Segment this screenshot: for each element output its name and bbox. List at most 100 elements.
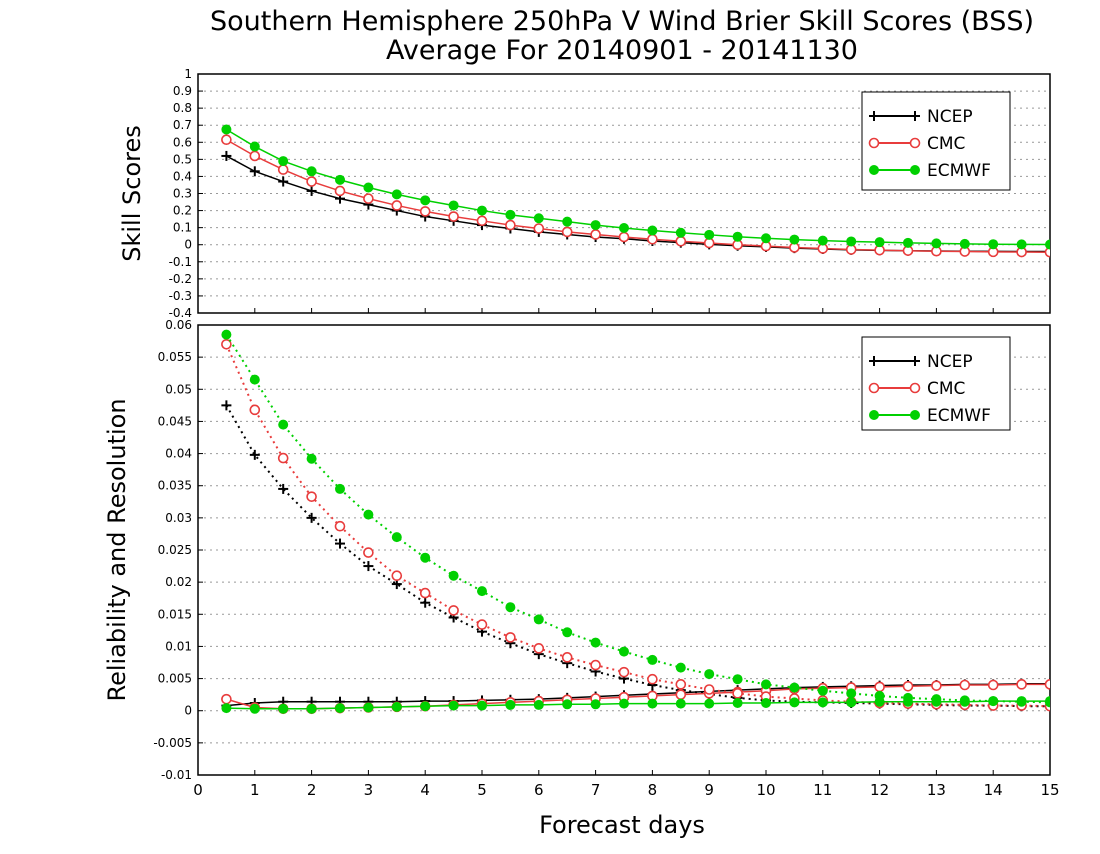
legend-marker-ncep <box>869 356 879 366</box>
data-point-ecmwf <box>278 156 289 167</box>
data-point-ecmwf <box>619 222 629 233</box>
data-point-ecmwf-reliability <box>477 700 487 711</box>
data-point-ecmwf-reliability <box>391 701 402 712</box>
data-point-ecmwf-resolution <box>846 688 857 699</box>
y-tick-label: -0.4 <box>169 306 192 320</box>
data-point-cmc-reliability <box>874 681 885 693</box>
x-tick-label: 4 <box>420 781 430 799</box>
data-point-ecmwf-reliability <box>761 698 771 708</box>
data-point-ecmwf <box>817 235 828 246</box>
data-point-cmc-resolution <box>221 338 232 350</box>
y-tick-label: -0.3 <box>169 289 192 303</box>
y-tick-label: -0.2 <box>169 272 192 286</box>
plot-frame <box>197 324 1051 776</box>
y-tick-label: 0.005 <box>158 672 192 686</box>
data-point-ecmwf <box>420 195 431 206</box>
chart-panel-1: -0.4 -0.3 -0.2 -0.1 0 0.1 0.2 0.3 0.4 0.5 0.6 0.7 0.… <box>118 67 1051 320</box>
y-tick-label: 0 <box>184 704 192 718</box>
data-point-ecmwf-resolution <box>562 627 573 638</box>
data-point-ecmwf-resolution <box>221 329 232 340</box>
legend-marker-ncep <box>910 356 920 366</box>
y-tick-label: -0.1 <box>169 255 192 269</box>
data-point-ncep-resolution <box>221 400 232 411</box>
data-point-ecmwf-reliability <box>732 698 743 708</box>
legend-marker-ecmwf <box>869 165 879 175</box>
data-point-ecmwf <box>732 231 743 242</box>
data-point-ecmwf-resolution <box>959 695 970 706</box>
y-tick-label: 0.03 <box>165 511 192 525</box>
data-point-ecmwf-reliability <box>278 703 289 714</box>
data-point-ecmwf <box>846 236 857 247</box>
data-point-ecmwf <box>391 189 402 200</box>
data-point-ecmwf-reliability <box>335 703 345 714</box>
data-point-cmc-resolution <box>590 659 601 671</box>
y-tick-label: 0.01 <box>165 639 192 653</box>
chart-title-line1: Southern Hemisphere 250hPa V Wind Brier … <box>210 6 1034 37</box>
data-point-cmc-resolution <box>448 605 459 616</box>
legend-marker-ecmwf <box>910 165 920 175</box>
y-tick-label: 0.05 <box>165 382 192 396</box>
data-point-ecmwf-resolution <box>1045 697 1050 708</box>
data-point-cmc <box>306 176 317 187</box>
x-tick-label: 3 <box>364 781 374 799</box>
data-point-ecmwf-resolution <box>619 646 629 657</box>
data-point-ecmwf-resolution <box>477 586 487 597</box>
data-point-ncep <box>249 166 260 177</box>
data-point-cmc-resolution <box>419 587 431 599</box>
x-tick-label: 13 <box>927 781 946 799</box>
x-tick-label: 1 <box>250 781 260 799</box>
y-tick-label: 0.6 <box>173 135 192 149</box>
legend-label-ecmwf: ECMWF <box>927 406 991 426</box>
data-point-cmc <box>590 229 601 240</box>
data-point-ecmwf-resolution <box>335 483 345 494</box>
legend-marker-cmc <box>868 382 880 394</box>
data-point-cmc <box>334 185 346 197</box>
data-point-ecmwf-resolution <box>903 692 913 703</box>
y-tick-label: 0.04 <box>165 447 192 461</box>
data-point-ecmwf-reliability <box>505 699 516 710</box>
data-point-cmc-resolution <box>363 547 374 558</box>
data-point-ecmwf <box>1016 239 1027 250</box>
data-point-ecmwf-resolution <box>533 614 544 625</box>
y-tick-label: 0.4 <box>173 169 192 183</box>
chart-panels: -0.4 -0.3 -0.2 -0.1 0 0.1 0.2 0.3 0.4 0.5 0.6 0.7 0.… <box>103 67 1060 799</box>
legend-marker-ncep <box>869 111 879 121</box>
data-point-cmc-resolution <box>732 688 743 699</box>
y-axis-label: Reliability and Resolution <box>103 398 131 701</box>
legend-label-cmc: CMC <box>927 379 965 399</box>
data-point-ecmwf <box>959 238 970 249</box>
series-group <box>221 124 1050 258</box>
data-point-ecmwf <box>931 238 942 249</box>
data-point-ecmwf-reliability <box>846 697 857 708</box>
y-tick-label: -0.005 <box>153 736 192 750</box>
data-point-ecmwf-resolution <box>874 690 885 701</box>
data-point-ecmwf-reliability <box>590 699 601 710</box>
data-point-ecmwf-reliability <box>533 699 544 710</box>
data-point-ecmwf <box>562 216 573 227</box>
data-point-cmc-resolution <box>249 404 261 416</box>
y-tick-label: 0.8 <box>173 101 192 115</box>
data-point-cmc-resolution <box>505 632 516 643</box>
x-tick-label: 7 <box>591 781 601 799</box>
y-tick-label: 0 <box>184 238 192 252</box>
data-point-cmc-reliability <box>931 680 942 691</box>
data-point-ecmwf <box>533 213 544 224</box>
data-point-cmc <box>618 231 630 243</box>
data-point-ecmwf-resolution <box>704 669 715 680</box>
x-tick-label: 8 <box>648 781 658 799</box>
data-point-ecmwf <box>988 239 999 250</box>
data-point-ncep-resolution <box>278 483 289 494</box>
data-point-ecmwf <box>704 229 715 240</box>
data-point-cmc-reliability <box>221 693 232 705</box>
legend-marker-ncep <box>910 111 920 121</box>
data-point-cmc <box>363 193 374 204</box>
legend-marker-ecmwf <box>869 410 879 420</box>
data-point-ecmwf <box>221 124 232 135</box>
data-point-ncep <box>278 176 289 187</box>
x-tick-label: 5 <box>477 781 487 799</box>
legend-marker-cmc <box>909 382 921 394</box>
data-point-cmc-reliability <box>1016 679 1027 690</box>
data-point-cmc <box>221 134 232 146</box>
data-point-ecmwf-resolution <box>448 570 459 581</box>
